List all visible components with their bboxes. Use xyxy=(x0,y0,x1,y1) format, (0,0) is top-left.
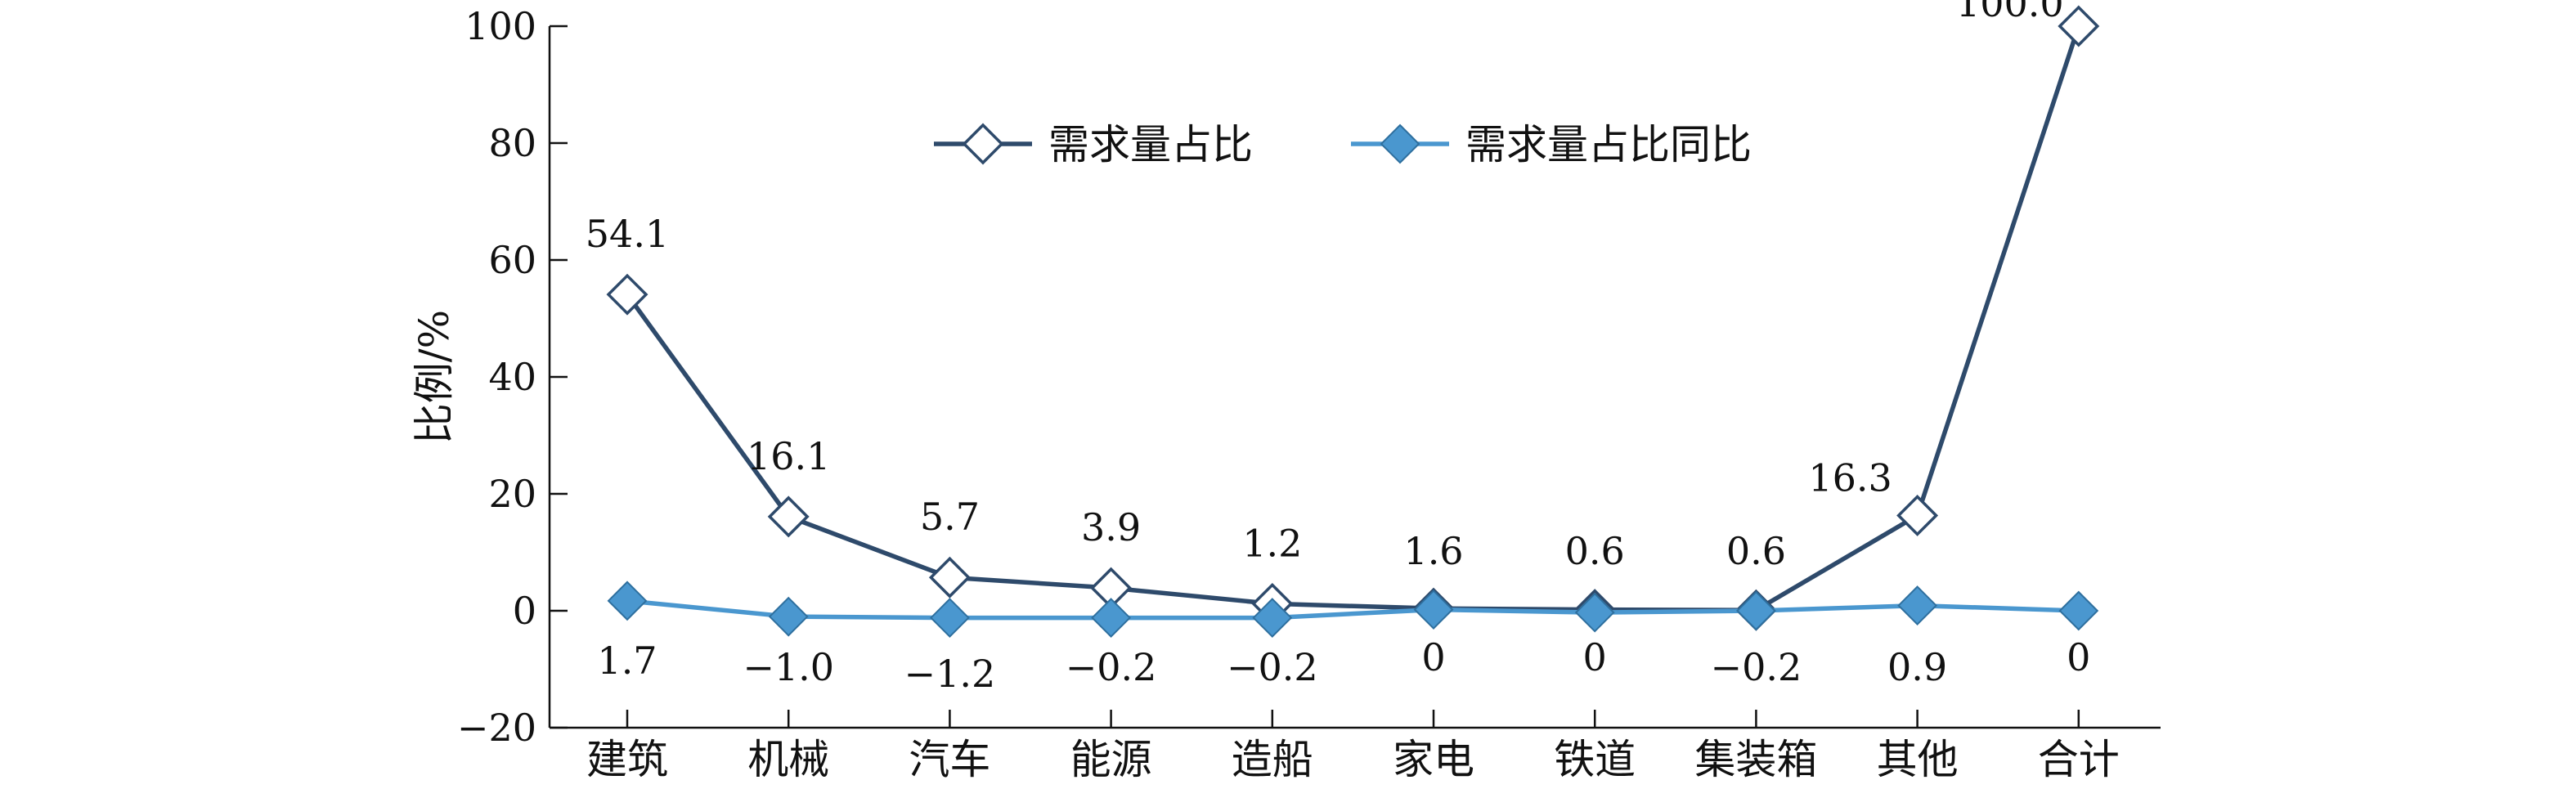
data-label: 3.9 xyxy=(1081,505,1141,549)
series-2 xyxy=(607,581,2099,638)
x-tick-label: 其他 xyxy=(1877,736,1959,783)
data-point xyxy=(607,581,648,621)
legend-item: 需求量占比同比 xyxy=(1351,121,1752,168)
data-point xyxy=(2058,5,2100,47)
data-label: 1.7 xyxy=(597,639,657,683)
data-point xyxy=(1091,598,1132,638)
y-tick-label: −20 xyxy=(457,706,536,750)
data-labels: 54.1 16.1 5.7 3.9 1.2 1.6 0.6 0.6 16.3 100.0 1.7 −1… xyxy=(586,0,2091,696)
data-label: 16.1 xyxy=(747,434,830,478)
data-point xyxy=(1896,494,1939,536)
series-line xyxy=(625,25,2081,613)
data-point xyxy=(1413,590,1454,630)
x-tick-label: 能源 xyxy=(1070,736,1152,783)
y-axis-title: 比例/% xyxy=(411,310,458,444)
data-label: 0 xyxy=(1421,635,1445,679)
x-tick-label: 家电 xyxy=(1393,736,1474,783)
data-label: 54.1 xyxy=(586,212,669,256)
data-label: 0.9 xyxy=(1887,645,1947,689)
legend-label: 需求量占比同比 xyxy=(1465,121,1752,168)
data-label: 1.2 xyxy=(1242,521,1302,565)
x-tick-label: 机械 xyxy=(747,736,829,783)
legend-marker xyxy=(1380,123,1420,164)
data-label: −1.0 xyxy=(743,645,834,689)
data-point xyxy=(767,495,810,538)
legend-item: 需求量占比 xyxy=(934,121,1253,168)
y-tick-label: 20 xyxy=(488,472,536,516)
data-label: 1.6 xyxy=(1403,529,1463,573)
data-label: 5.7 xyxy=(920,495,980,539)
x-tick-label: 铁道 xyxy=(1554,736,1636,783)
x-tick-label: 合计 xyxy=(2038,736,2120,783)
legend-label: 需求量占比 xyxy=(1048,121,1253,168)
data-point xyxy=(1897,585,1938,625)
x-tick-label: 建筑 xyxy=(586,736,668,783)
x-tick-label: 造船 xyxy=(1232,736,1313,783)
data-point xyxy=(1574,592,1615,633)
y-tick-label: 60 xyxy=(488,238,536,282)
data-point xyxy=(1735,590,1776,631)
data-point xyxy=(2058,590,2099,631)
data-point xyxy=(768,596,809,637)
data-label: 0.6 xyxy=(1726,529,1786,573)
axes: −20 0 20 40 60 80 100 建筑 机械 汽车 能源 造船 家电 铁道 集装箱 其他 合计 比例/% xyxy=(411,4,2161,783)
data-point xyxy=(1252,598,1293,638)
data-label: −1.2 xyxy=(904,652,996,696)
data-label: 0.6 xyxy=(1565,529,1625,573)
y-tick-label: 80 xyxy=(488,121,536,165)
x-tick-label: 集装箱 xyxy=(1694,736,1817,783)
data-label: −0.2 xyxy=(1066,645,1157,689)
data-point xyxy=(929,598,970,638)
series-line xyxy=(626,598,2079,621)
legend-marker xyxy=(962,123,1004,165)
y-tick-label: 0 xyxy=(513,589,536,633)
series-1 xyxy=(606,5,2100,631)
data-point xyxy=(928,556,971,598)
data-label: 100.0 xyxy=(1956,0,2064,25)
data-point xyxy=(606,273,648,316)
data-label: −0.2 xyxy=(1227,645,1318,689)
y-tick-label: 100 xyxy=(464,4,536,48)
data-label: 0 xyxy=(2067,635,2090,679)
series-layer xyxy=(606,5,2100,638)
data-label: −0.2 xyxy=(1711,645,1802,689)
y-tick-label: 40 xyxy=(488,355,536,399)
data-label: 0 xyxy=(1583,635,1607,679)
legend: 需求量占比 需求量占比同比 xyxy=(934,121,1752,168)
x-tick-label: 汽车 xyxy=(909,736,990,783)
data-label: 16.3 xyxy=(1808,455,1892,500)
